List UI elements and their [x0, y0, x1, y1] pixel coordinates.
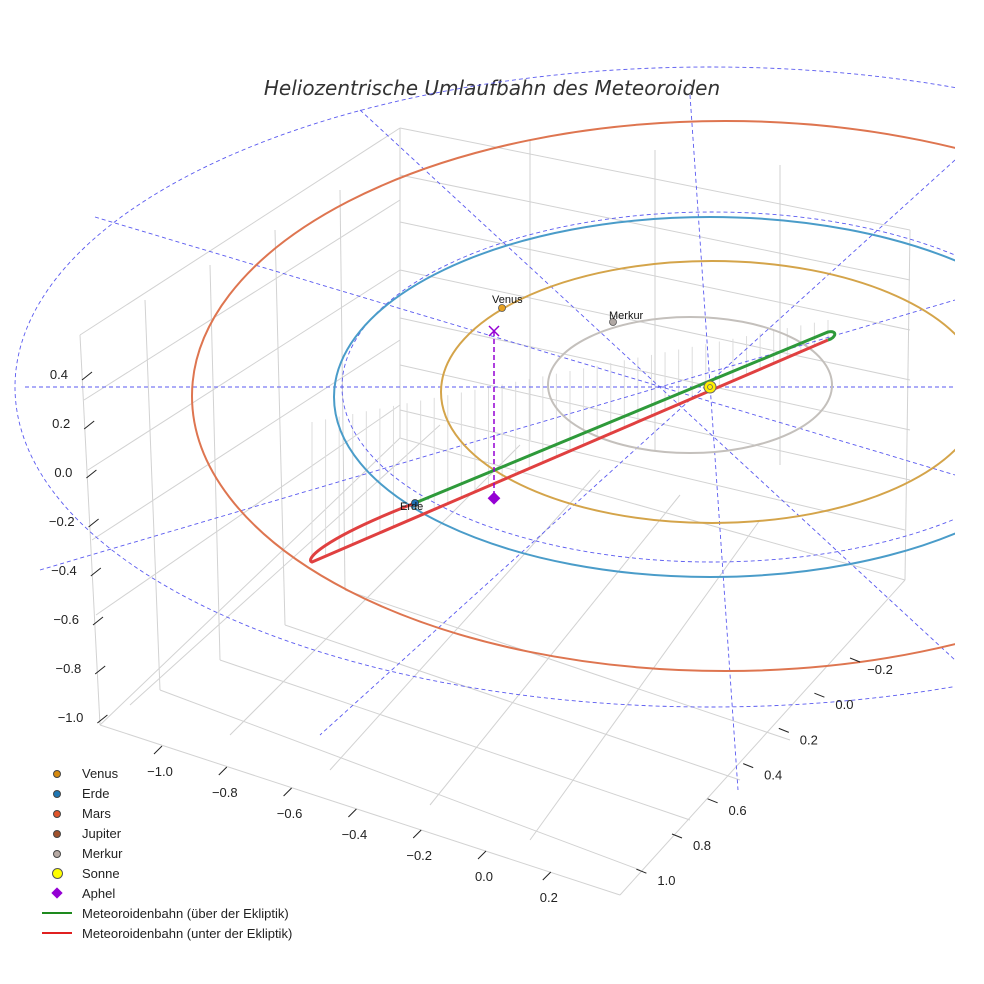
merkur-label: Merkur — [609, 310, 644, 322]
x-tick-label: −0.6 — [277, 806, 303, 821]
legend-symbol — [40, 849, 74, 858]
z-tick-mark — [92, 616, 104, 626]
legend-label: Meteoroidenbahn (unter der Ekliptik) — [82, 925, 293, 941]
z-tick-mark — [83, 420, 95, 430]
z-tick-mark — [90, 567, 102, 577]
aphel-projection-marker — [488, 325, 500, 337]
z-tick-label: 0.2 — [52, 416, 70, 431]
venus-marker — [498, 304, 506, 312]
x-tick-mark — [218, 766, 228, 776]
legend-item[interactable]: Merkur — [40, 844, 292, 864]
legend-label: Mars — [82, 806, 111, 822]
y-tick-mark — [778, 727, 789, 733]
legend-symbol — [40, 887, 74, 899]
mars-orbit — [191, 120, 955, 672]
meteor-orbit-below — [309, 338, 829, 564]
y-tick-mark — [814, 692, 825, 698]
z-tick-label: 0.0 — [54, 465, 72, 480]
x-tick-label: −0.8 — [212, 785, 238, 800]
y-tick-label: 0.6 — [729, 803, 747, 818]
x-axis-ticks: −1.0 −0.8 −0.6 −0.4 −0.2 0.0 0.2 — [147, 745, 558, 905]
venus-label: Venus — [492, 294, 523, 306]
legend-label: Meteoroidenbahn (über der Ekliptik) — [82, 905, 289, 921]
x-tick-label: −1.0 — [147, 764, 173, 779]
y-tick-label: 0.2 — [800, 732, 818, 747]
y-tick-mark — [743, 763, 754, 769]
legend: Venus Erde Mars Jupiter Merkur Sonne Aphel Mete… — [40, 764, 292, 943]
legend-item[interactable]: Meteoroidenbahn (über der Ekliptik) — [40, 903, 292, 923]
legend-symbol — [40, 789, 74, 798]
x-tick-label: −0.4 — [342, 827, 368, 842]
erde-orbit — [333, 216, 955, 578]
z-tick-label: −1.0 — [58, 710, 84, 725]
y-tick-label: 0.4 — [764, 768, 782, 783]
aphel-marker — [487, 491, 501, 505]
legend-item[interactable]: Venus — [40, 764, 292, 784]
z-tick-label: −0.6 — [53, 612, 79, 627]
x-tick-mark — [348, 808, 357, 818]
y-tick-label: 0.0 — [835, 697, 853, 712]
venus-orbit — [440, 260, 955, 524]
legend-label: Merkur — [82, 846, 123, 861]
y-tick-label: −0.2 — [867, 662, 893, 677]
y-tick-mark — [707, 798, 718, 804]
legend-item[interactable]: Aphel — [40, 883, 292, 903]
legend-label: Jupiter — [82, 826, 122, 842]
legend-item[interactable]: Meteoroidenbahn (unter der Ekliptik) — [40, 923, 292, 943]
legend-item[interactable]: Jupiter — [40, 824, 292, 844]
z-tick-label: 0.4 — [50, 367, 68, 382]
legend-symbol — [40, 932, 74, 935]
x-tick-mark — [542, 871, 552, 881]
y-tick-label: 1.0 — [657, 873, 675, 888]
legend-item[interactable]: Sonne — [40, 863, 292, 883]
y-tick-label: 0.8 — [693, 838, 711, 853]
z-tick-mark — [97, 714, 108, 724]
x-tick-mark — [283, 787, 292, 797]
box-grid — [79, 127, 911, 896]
legend-label: Sonne — [82, 865, 120, 881]
meteor-orbit-above — [414, 330, 837, 505]
z-axis-ticks: 0.4 0.2 0.0 −0.2 −0.4 −0.6 −0.8 −1.0 — [49, 367, 108, 725]
drop-lines — [311, 320, 829, 562]
legend-symbol — [40, 867, 74, 879]
z-tick-label: −0.8 — [56, 661, 82, 676]
guide-lines — [14, 66, 955, 791]
legend-item[interactable]: Mars — [40, 804, 292, 824]
erde-label: Erde — [400, 501, 423, 513]
x-tick-label: 0.0 — [475, 869, 493, 884]
z-tick-mark — [81, 371, 93, 381]
y-tick-mark — [849, 657, 861, 663]
legend-item[interactable]: Erde — [40, 784, 292, 804]
x-tick-mark — [477, 850, 487, 860]
erde-marker — [411, 499, 419, 507]
x-tick-mark — [153, 745, 163, 755]
chart-title: Heliozentrische Umlaufbahn des Meteoroid… — [264, 76, 720, 100]
y-tick-mark — [671, 833, 683, 839]
z-tick-label: −0.4 — [51, 563, 77, 578]
sonne-marker — [703, 380, 717, 394]
z-tick-mark — [88, 518, 99, 528]
z-tick-mark — [86, 469, 97, 479]
z-tick-mark — [94, 665, 106, 675]
legend-symbol — [40, 769, 74, 778]
legend-symbol — [40, 912, 74, 915]
y-tick-mark — [636, 868, 647, 874]
legend-label: Aphel — [82, 885, 116, 901]
merkur-marker — [609, 318, 617, 326]
legend-symbol — [40, 809, 74, 818]
merkur-orbit — [547, 316, 833, 454]
y-axis-ticks: −0.2 0.0 0.2 0.4 0.6 0.8 1.0 — [636, 657, 893, 888]
z-tick-label: −0.2 — [49, 514, 75, 529]
x-tick-label: 0.2 — [540, 890, 558, 905]
x-tick-label: −0.2 — [406, 848, 432, 863]
legend-symbol — [40, 829, 74, 838]
legend-label: Venus — [82, 766, 119, 782]
x-tick-mark — [412, 829, 422, 839]
legend-label: Erde — [82, 786, 110, 802]
